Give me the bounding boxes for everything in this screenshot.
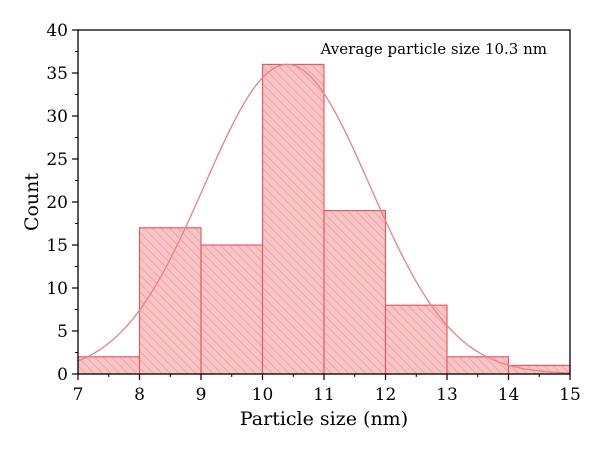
x-tick-label: 8 bbox=[134, 385, 145, 405]
histogram-bar-10-11 bbox=[261, 63, 325, 375]
histogram-bar-12-13 bbox=[384, 304, 448, 375]
y-axis: 0 5 10 15 20 25 30 35 40 bbox=[46, 21, 78, 385]
histogram-bar-8-9 bbox=[138, 227, 202, 375]
y-tick-label: 0 bbox=[57, 365, 68, 385]
y-tick-label: 5 bbox=[57, 322, 68, 342]
y-tick-label: 20 bbox=[46, 193, 68, 213]
gaussian-fit-curve bbox=[77, 63, 571, 374]
x-tick-label: 10 bbox=[252, 385, 274, 405]
y-tick-label: 40 bbox=[46, 21, 68, 41]
x-tick-label: 9 bbox=[196, 385, 207, 405]
histogram-bar-9-10 bbox=[200, 244, 264, 375]
x-axis: 7 8 9 10 11 12 13 14 15 bbox=[73, 374, 581, 405]
y-tick-label: 25 bbox=[46, 150, 68, 170]
y-tick-label: 15 bbox=[46, 236, 68, 256]
x-tick-label: 12 bbox=[375, 385, 397, 405]
bars-group bbox=[77, 63, 571, 375]
x-axis-title: Particle size (nm) bbox=[240, 408, 408, 430]
y-tick-label: 35 bbox=[46, 64, 68, 84]
histogram-bar-7-8 bbox=[77, 356, 141, 375]
x-tick-label: 11 bbox=[313, 385, 335, 405]
x-tick-label: 13 bbox=[436, 385, 458, 405]
x-tick-label: 15 bbox=[559, 385, 581, 405]
histogram-bar-13-14 bbox=[446, 356, 510, 375]
average-size-annotation: Average particle size 10.3 nm bbox=[320, 40, 547, 58]
y-tick-label: 30 bbox=[46, 107, 68, 127]
x-tick-label: 7 bbox=[73, 385, 84, 405]
y-axis-title: Count bbox=[21, 173, 43, 231]
y-tick-label: 10 bbox=[46, 279, 68, 299]
x-tick-label: 14 bbox=[498, 385, 520, 405]
histogram-bar-11-12 bbox=[323, 210, 387, 375]
